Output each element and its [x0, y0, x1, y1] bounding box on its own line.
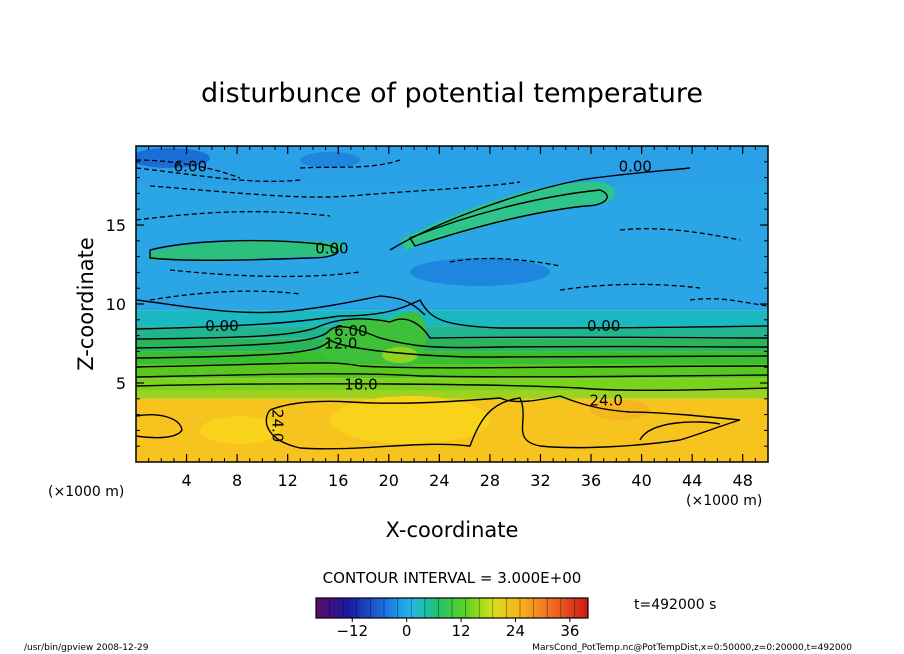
neg-contour: [169, 269, 361, 278]
yellow-green-spot: [382, 347, 418, 363]
x-tick-label: 24: [429, 471, 449, 490]
y-tick-label: 10: [106, 295, 126, 314]
green-plume: [400, 181, 615, 250]
colorbar-tick-label: 12: [452, 622, 471, 640]
x-axis: 4 8 12 16 20 24 28 32 36 40 44 48: [148, 146, 756, 490]
footer-left: /usr/bin/gpview 2008-12-29: [24, 643, 149, 653]
contour-label: 6.00: [334, 322, 367, 340]
neg-contour: [449, 257, 561, 267]
blue-region: [300, 152, 360, 168]
x-unit-left: (×1000 m): [48, 484, 124, 500]
footer-right: MarsCond_PotTemp.nc@PotTempDist,x=0:5000…: [532, 643, 852, 653]
colorbar-tick-label: 24: [506, 622, 525, 640]
contour-24-right: [639, 421, 721, 441]
contour-0-lower: [136, 295, 426, 316]
x-tick-label: 8: [232, 471, 242, 490]
x-tick-label: 28: [480, 471, 500, 490]
x-tick-label: 32: [530, 471, 550, 490]
contour-6: [136, 318, 768, 340]
x-unit-right: (×1000 m): [686, 493, 762, 509]
layer-4: [136, 351, 768, 365]
contour-3-plume: [408, 189, 608, 247]
contour-18: [136, 373, 768, 378]
orange-region: [590, 400, 650, 420]
x-axis-label: X-coordinate: [386, 518, 519, 542]
contour-0-band: [149, 239, 339, 261]
x-tick-label: 4: [181, 471, 191, 490]
colorbar: −12 0 12 24 36: [315, 597, 589, 640]
dark-blue-region: [136, 148, 210, 168]
contour-21: [136, 383, 768, 392]
contour-0-upper: [389, 167, 691, 251]
contour-label: 24.0: [590, 391, 623, 409]
neg-contour: [299, 159, 401, 169]
x-tick-label: 36: [581, 471, 601, 490]
contour-label: 0.00: [587, 317, 620, 335]
y-axis: 5 10 15: [106, 161, 768, 447]
contour-label: 24.0: [269, 409, 287, 442]
contour-24-main: [265, 395, 741, 450]
contour-label: 0.00: [315, 240, 348, 258]
green-band: [150, 241, 344, 261]
neg-contour: [136, 167, 301, 182]
contour-label: 0.00: [619, 158, 652, 176]
neg-contour: [149, 181, 521, 198]
chart-title: disturbunce of potential temperature: [201, 78, 703, 109]
y-tick-label: 15: [106, 216, 126, 235]
x-tick-label: 16: [328, 471, 348, 490]
x-tick-label: 12: [278, 471, 298, 490]
layer-6: [136, 326, 768, 339]
contour-label: 12.0: [324, 335, 357, 353]
layer-9: [136, 146, 768, 186]
y-tick-label: 5: [116, 374, 126, 393]
neg-contour: [136, 159, 241, 179]
negative-contours: [136, 159, 768, 307]
contour-9: [136, 326, 768, 349]
colorbar-segments: [315, 598, 589, 618]
x-tick-label: 44: [682, 471, 702, 490]
time-label: t=492000 s: [634, 597, 716, 613]
contour-15: [136, 362, 768, 369]
neg-contour: [136, 211, 331, 221]
contour-3: [136, 299, 768, 330]
colorbar-tick-label: 0: [402, 622, 412, 640]
layer-5: [136, 338, 768, 352]
contour-12: [136, 339, 768, 359]
contour-interval-note: CONTOUR INTERVAL = 3.000E+00: [323, 569, 582, 587]
contour-lines: [136, 167, 768, 450]
neg-contour: [619, 228, 741, 241]
y-axis-label: Z-coordinate: [74, 237, 98, 371]
colorbar-tick-label: 36: [560, 622, 579, 640]
colorbar-frame: [315, 597, 589, 619]
contour-label: 6.00: [174, 158, 207, 176]
shaded-regions: [136, 148, 650, 444]
colorbar-tick-label: −12: [336, 622, 368, 640]
contour-label: 18.0: [344, 376, 377, 394]
x-tick-label: 20: [379, 471, 399, 490]
neg-contour: [689, 298, 768, 307]
yellow-region: [200, 416, 280, 444]
neg-contour: [559, 283, 701, 291]
contour-label: 0.00: [205, 317, 238, 335]
x-tick-label: 40: [631, 471, 651, 490]
contour-24-left: [136, 414, 183, 439]
colorbar-ticks: −12 0 12 24 36: [336, 618, 579, 640]
yellow-region: [330, 396, 490, 444]
blue-region: [410, 258, 550, 286]
x-tick-label: 48: [733, 471, 753, 490]
layer-1: [136, 390, 768, 399]
neg-contour: [149, 290, 301, 301]
